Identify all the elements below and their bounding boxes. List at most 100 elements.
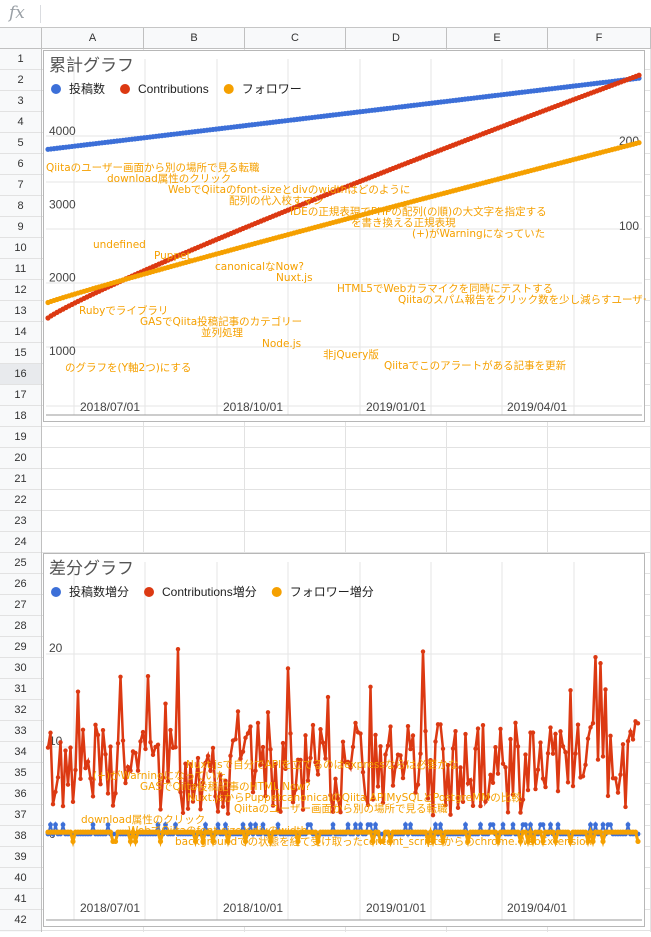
row-header-8[interactable]: 8 xyxy=(0,196,41,217)
row-header-17[interactable]: 17 xyxy=(0,385,41,406)
row-header-22[interactable]: 22 xyxy=(0,490,41,511)
data-point xyxy=(588,822,593,828)
row-header-31[interactable]: 31 xyxy=(0,679,41,700)
row-header-4[interactable]: 4 xyxy=(0,112,41,133)
annotation-text: Nuxt.jsからPuppetcanonicalのQiita APIMySQLと… xyxy=(187,791,522,804)
row-header-42[interactable]: 42 xyxy=(0,910,41,931)
row-header-18[interactable]: 18 xyxy=(0,406,41,427)
data-point xyxy=(138,739,143,744)
row-header-7[interactable]: 7 xyxy=(0,175,41,196)
data-point xyxy=(585,838,591,845)
row-header-20[interactable]: 20 xyxy=(0,448,41,469)
diff-chart[interactable]: 差分グラフ投稿数増分Contributions増分フォロワー増分20100Nux… xyxy=(43,553,645,927)
data-point xyxy=(328,793,333,798)
data-point xyxy=(275,822,281,828)
formula-input[interactable] xyxy=(44,4,644,24)
column-header-a[interactable]: A xyxy=(42,28,144,49)
row-header-27[interactable]: 27 xyxy=(0,595,41,616)
row-header-37[interactable]: 37 xyxy=(0,805,41,826)
data-point xyxy=(480,722,486,728)
data-point xyxy=(530,730,536,735)
row-header-10[interactable]: 10 xyxy=(0,238,41,259)
data-point xyxy=(223,822,228,828)
data-point xyxy=(582,829,589,835)
data-point xyxy=(173,745,178,750)
row-header-15[interactable]: 15 xyxy=(0,343,41,364)
data-point xyxy=(168,727,173,733)
data-point xyxy=(533,786,538,792)
row-header-24[interactable]: 24 xyxy=(0,532,41,553)
data-point xyxy=(350,744,356,750)
row-header-5[interactable]: 5 xyxy=(0,133,41,154)
data-point xyxy=(422,829,429,835)
legend-label: 投稿数増分 xyxy=(69,584,129,599)
row-header-29[interactable]: 29 xyxy=(0,637,41,658)
data-point xyxy=(165,779,171,784)
row-header-14[interactable]: 14 xyxy=(0,322,41,343)
column-header-c[interactable]: C xyxy=(245,28,346,49)
data-point xyxy=(510,792,516,797)
row-header-25[interactable]: 25 xyxy=(0,553,41,574)
cumulative-chart[interactable]: 累計グラフ 投稿数 Contributions フォロワー 4000 3000 2000 10… xyxy=(43,50,646,422)
data-point xyxy=(368,822,373,828)
row-header-40[interactable]: 40 xyxy=(0,868,41,889)
column-header-f[interactable]: F xyxy=(548,28,651,49)
data-point xyxy=(110,803,116,808)
row-header-21[interactable]: 21 xyxy=(0,469,41,490)
data-point xyxy=(473,746,478,751)
row-header-28[interactable]: 28 xyxy=(0,616,41,637)
row-header-39[interactable]: 39 xyxy=(0,847,41,868)
row-header-32[interactable]: 32 xyxy=(0,700,41,721)
row-header-3[interactable]: 3 xyxy=(0,91,41,112)
column-header-e[interactable]: E xyxy=(447,28,548,49)
column-header-b[interactable]: B xyxy=(144,28,245,49)
row-header-19[interactable]: 19 xyxy=(0,427,41,448)
annotation-text: のグラフを(Y軸2つ)にする xyxy=(65,361,191,374)
row-header-13[interactable]: 13 xyxy=(0,301,41,322)
annotations: Nuxt.jsで自分でAPIを立てるのはexpressならは必要かな(+)がWa… xyxy=(81,758,592,848)
row-header-1[interactable]: 1 xyxy=(0,49,41,70)
row-header-33[interactable]: 33 xyxy=(0,721,41,742)
y-tick-label: 1000 xyxy=(49,344,76,358)
row-header-35[interactable]: 35 xyxy=(0,763,41,784)
annotation-text: 配列の代入校すマン xyxy=(229,194,324,207)
row-header-30[interactable]: 30 xyxy=(0,658,41,679)
data-point xyxy=(570,783,576,789)
data-point xyxy=(160,775,166,780)
row-header-9[interactable]: 9 xyxy=(0,217,41,238)
select-all-corner[interactable] xyxy=(0,28,42,49)
data-point xyxy=(520,797,526,802)
row-header-6[interactable]: 6 xyxy=(0,154,41,175)
data-point xyxy=(565,829,571,835)
data-point xyxy=(132,838,139,845)
annotation-text: Rubyでライブラリ xyxy=(79,304,168,317)
legend-label: Contributions xyxy=(138,82,209,96)
data-point xyxy=(475,726,481,731)
row-header-23[interactable]: 23 xyxy=(0,511,41,532)
data-point xyxy=(173,822,178,828)
data-point xyxy=(210,745,216,751)
data-point xyxy=(373,732,378,738)
row-header-36[interactable]: 36 xyxy=(0,784,41,805)
row-header-26[interactable]: 26 xyxy=(0,574,41,595)
data-point xyxy=(403,760,408,766)
data-point xyxy=(468,778,473,783)
data-point xyxy=(387,838,394,845)
data-point xyxy=(525,787,531,793)
data-point xyxy=(565,780,571,785)
row-header-16[interactable]: 16 xyxy=(0,364,41,385)
annotation-text: HTML5でWebカラマイクを同時にテストする xyxy=(337,283,553,295)
data-point xyxy=(73,767,78,773)
row-header-11[interactable]: 11 xyxy=(0,259,41,280)
row-header-41[interactable]: 41 xyxy=(0,889,41,910)
data-point xyxy=(208,768,213,774)
data-point xyxy=(228,753,233,759)
row-header-34[interactable]: 34 xyxy=(0,742,41,763)
data-point xyxy=(295,838,301,845)
y-tick-label: 3000 xyxy=(49,197,76,211)
row-header-2[interactable]: 2 xyxy=(0,70,41,91)
data-point xyxy=(113,791,118,796)
row-header-38[interactable]: 38 xyxy=(0,826,41,847)
column-header-d[interactable]: D xyxy=(346,28,447,49)
row-header-12[interactable]: 12 xyxy=(0,280,41,301)
